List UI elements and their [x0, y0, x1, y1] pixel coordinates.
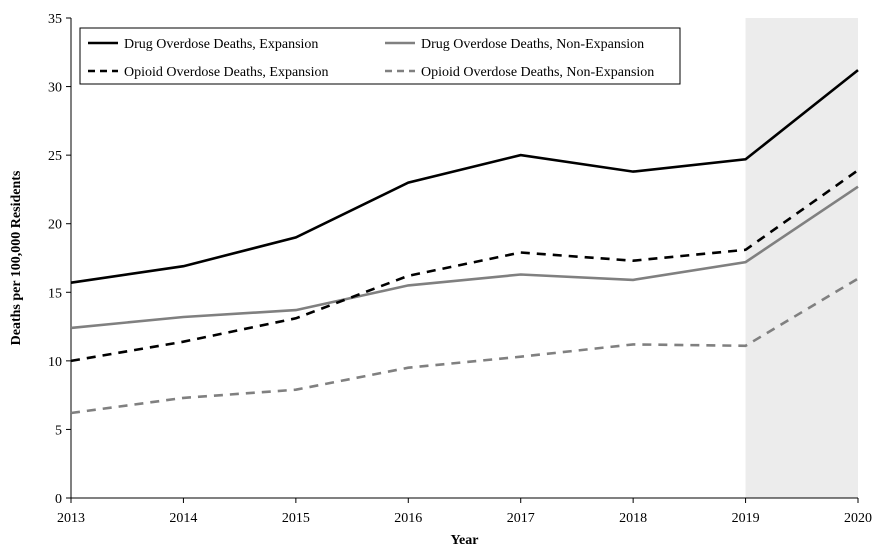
- x-tick-label: 2014: [169, 511, 197, 526]
- y-tick-label: 25: [48, 149, 62, 164]
- y-axis-title: Deaths per 100,000 Residents: [9, 170, 24, 345]
- legend-label-4: Opioid Overdose Deaths, Non-Expansion: [421, 65, 654, 80]
- shaded-region: [745, 18, 858, 498]
- y-tick-label: 35: [48, 12, 62, 27]
- x-tick-label: 2016: [394, 511, 422, 526]
- legend-label-3: Opioid Overdose Deaths, Expansion: [124, 65, 329, 80]
- series-line-2: [70, 185, 859, 330]
- series-line-3: [70, 169, 859, 363]
- x-tick-label: 2017: [507, 511, 535, 526]
- y-tick-label: 5: [55, 423, 62, 438]
- y-tick-label: 0: [55, 492, 62, 507]
- y-tick-label: 10: [48, 355, 62, 370]
- x-tick-label: 2019: [732, 511, 760, 526]
- series-line-1: [70, 69, 859, 284]
- x-axis-title: Year: [451, 533, 479, 547]
- y-tick-label: 15: [48, 286, 62, 301]
- x-tick-label: 2018: [619, 511, 647, 526]
- series-line-4: [70, 277, 859, 415]
- legend-label-2: Drug Overdose Deaths, Non-Expansion: [421, 37, 644, 52]
- x-tick-label: 2013: [57, 511, 85, 526]
- y-tick-label: 20: [48, 218, 62, 233]
- y-tick-label: 30: [48, 81, 62, 96]
- legend-box: [79, 27, 681, 85]
- legend-label-1: Drug Overdose Deaths, Expansion: [124, 37, 318, 52]
- x-tick-label: 2015: [282, 511, 310, 526]
- x-tick-label: 2020: [844, 511, 872, 526]
